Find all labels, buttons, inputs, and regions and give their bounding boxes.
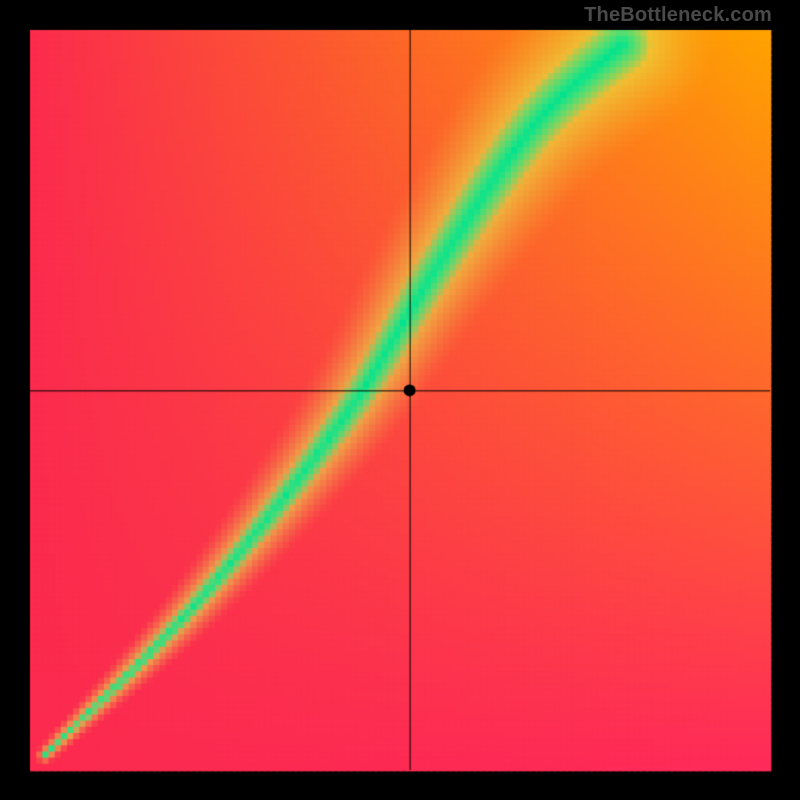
heatmap-canvas (0, 0, 800, 800)
watermark-text: TheBottleneck.com (584, 4, 772, 27)
